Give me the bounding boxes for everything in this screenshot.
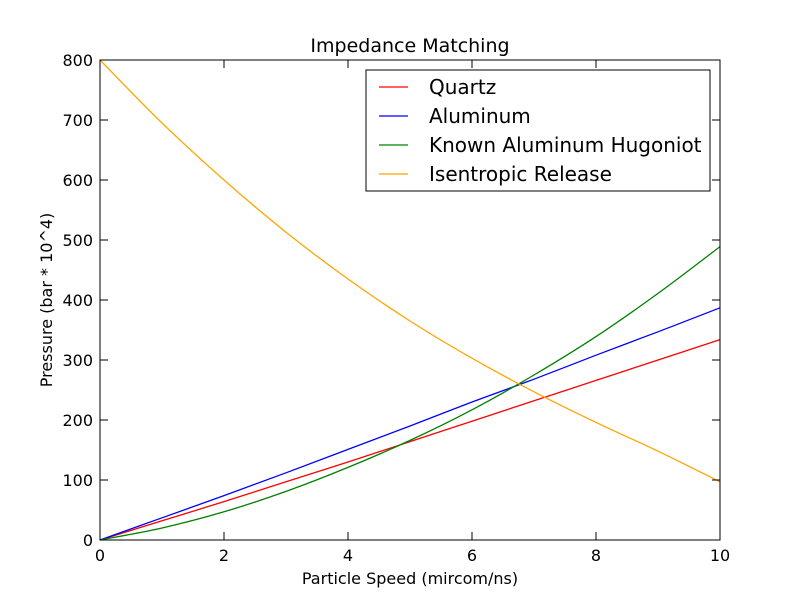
series-layer (99, 59, 721, 541)
series-line-isentropic-release (99, 59, 721, 483)
x-tick-label: 8 (591, 546, 601, 565)
legend: Quartz Aluminum Known Aluminum Hugoniot Ise… (365, 69, 711, 192)
y-tick-label: 500 (62, 231, 93, 250)
y-tick-label: 300 (62, 351, 93, 370)
x-tick-label: 6 (467, 546, 477, 565)
series-line-aluminum (99, 307, 721, 541)
legend-label-known-aluminum-hugoniot: Known Aluminum Hugoniot (429, 133, 702, 157)
y-tick-label: 200 (62, 411, 93, 430)
series-line-known-aluminum-hugoniot (99, 246, 721, 541)
y-tick-label: 400 (62, 291, 93, 310)
y-tick-label: 100 (62, 471, 93, 490)
x-tick-label: 4 (343, 546, 353, 565)
legend-label-quartz: Quartz (429, 75, 496, 99)
legend-box (365, 69, 711, 192)
y-tick-label: 700 (62, 111, 93, 130)
chart-title: Impedance Matching (310, 35, 509, 57)
series-line-quartz (99, 338, 721, 541)
legend-label-aluminum: Aluminum (429, 104, 531, 128)
y-tick-label: 600 (62, 171, 93, 190)
y-tick-label: 800 (62, 51, 93, 70)
legend-label-isentropic-release: Isentropic Release (429, 162, 612, 186)
x-tick-label: 0 (95, 546, 105, 565)
x-axis-label: Particle Speed (mircom/ns) (302, 569, 518, 588)
x-tick-label: 10 (710, 546, 730, 565)
x-tick-label: 2 (219, 546, 229, 565)
y-tick-label: 0 (83, 531, 93, 550)
y-axis-label: Pressure (bar * 10^4) (37, 213, 56, 388)
